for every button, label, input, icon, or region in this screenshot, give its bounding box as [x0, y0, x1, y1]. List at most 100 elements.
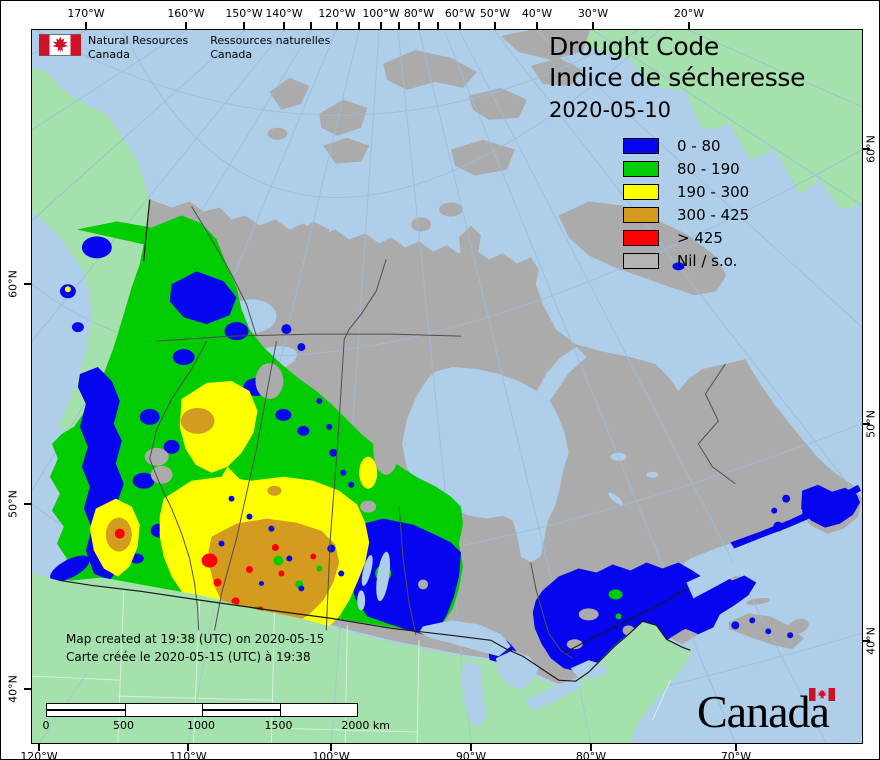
canada-wordmark: Canada — [697, 686, 835, 737]
longitude-tick — [398, 22, 400, 29]
legend-swatch-1 — [623, 160, 659, 177]
legend-swatch-5 — [623, 252, 659, 269]
longitude-label: 160°W — [167, 7, 205, 20]
legend-item-label: > 425 — [677, 228, 723, 247]
longitude-tick — [243, 22, 245, 29]
legend: 0 - 80 80 - 190 190 - 300 300 - 425 > 425 Nil… — [623, 134, 749, 272]
channel — [536, 347, 587, 401]
map-title: Drought Code Indice de sécheresse 2020-0… — [549, 31, 806, 122]
longitude-tick — [185, 22, 187, 29]
longitude-tick — [418, 22, 420, 29]
longitude-label: 60°W — [444, 7, 476, 20]
latitude-tick — [24, 283, 31, 285]
legend-item: > 425 — [623, 226, 749, 249]
longitude-label: 20°W — [673, 7, 705, 20]
latitude-label: 50°N — [864, 410, 878, 438]
legend-swatch-4 — [623, 229, 659, 246]
lake-erie — [525, 678, 583, 711]
longitude-tick — [437, 22, 439, 29]
longitude-tick — [494, 22, 496, 29]
created-fr: Carte créée le 2020-05-15 (UTC) à 19:38 — [66, 650, 311, 664]
latitude-label: 40°N — [6, 675, 20, 703]
scale-tick-label: 1500 — [264, 719, 293, 732]
lake-michigan — [460, 660, 486, 729]
nrcan-name-fr: Ressources naturelles Canada — [210, 34, 331, 61]
lake-ontario — [570, 660, 609, 679]
longitude-tick — [330, 744, 332, 751]
longitude-tick — [536, 22, 538, 29]
longitude-label: 120°W — [20, 750, 58, 760]
longitude-tick — [592, 22, 594, 29]
legend-swatch-0 — [623, 137, 659, 154]
title-en: Drought Code — [549, 32, 719, 61]
title-fr: Indice de sécheresse — [549, 63, 806, 92]
longitude-tick — [358, 22, 360, 29]
drought-west — [49, 215, 463, 637]
scale-segment — [202, 704, 280, 716]
longitude-label: 170°W — [67, 7, 105, 20]
longitude-tick — [688, 22, 690, 29]
scale-tick-label: 1000 — [187, 719, 215, 732]
latitude-tick — [863, 640, 870, 642]
longitude-tick — [336, 22, 338, 29]
legend-item: 0 - 80 — [623, 134, 749, 157]
province-borders — [149, 206, 736, 659]
latitude-tick — [863, 148, 870, 150]
creation-notes: Map created at 19:38 (UTC) on 2020-05-15… — [66, 630, 324, 666]
wordmark-text: Canada — [697, 686, 830, 737]
title-date: 2020-05-10 — [549, 98, 672, 122]
longitude-label: 90°W — [455, 750, 487, 760]
nrcan-logo: Natural Resources Canada Ressources natur… — [39, 34, 352, 62]
scale-segment — [125, 704, 202, 716]
created-en: Map created at 19:38 (UTC) on 2020-05-15 — [66, 632, 325, 646]
longitude-tick — [310, 22, 312, 29]
scale-bar: 0 500 1000 1500 2000 km — [43, 703, 390, 735]
legend-item-label: Nil / s.o. — [677, 251, 738, 270]
longitude-label: 100°W — [312, 750, 350, 760]
longitude-tick — [283, 22, 285, 29]
longitude-label: 100°W — [362, 7, 400, 20]
longitude-label: 140°W — [265, 7, 303, 20]
longitude-label: 40°W — [521, 7, 553, 20]
hudson-bay — [402, 367, 569, 563]
legend-item: 80 - 190 — [623, 157, 749, 180]
longitude-tick — [38, 744, 40, 751]
wordmark-flag-icon — [808, 688, 835, 701]
canada-flag-icon — [39, 34, 81, 56]
legend-item: 300 - 425 — [623, 203, 749, 226]
legend-item: 190 - 300 — [623, 180, 749, 203]
legend-item-label: 80 - 190 — [677, 159, 740, 178]
longitude-label: 120°W — [318, 7, 356, 20]
longitude-tick — [85, 22, 87, 29]
latitude-label: 60°N — [6, 270, 20, 298]
scale-segment — [280, 704, 357, 716]
longitude-tick — [735, 744, 737, 751]
nrcan-name-en: Natural Resources Canada — [88, 34, 189, 61]
latitude-tick — [24, 503, 31, 505]
latitude-label: 40°N — [864, 627, 878, 655]
latitude-tick — [24, 688, 31, 690]
longitude-tick — [470, 744, 472, 751]
longitude-label: 80°W — [575, 750, 607, 760]
longitude-tick — [187, 744, 189, 751]
international-borders — [59, 199, 691, 682]
canada-drought-map — [32, 30, 862, 743]
legend-item-label: 0 - 80 — [677, 136, 721, 155]
lake-superior — [419, 620, 511, 657]
legend-item-label: 190 - 300 — [677, 182, 750, 201]
scale-bar-graphic — [46, 703, 358, 717]
legend-swatch-2 — [623, 183, 659, 200]
longitude-tick — [590, 744, 592, 751]
longitude-label: 80°W — [403, 7, 435, 20]
legend-item: Nil / s.o. — [623, 249, 749, 272]
longitude-label: 110°W — [169, 750, 207, 760]
scale-end-label: 2000 km — [341, 719, 391, 732]
longitude-label: 150°W — [225, 7, 263, 20]
longitude-label: 70°W — [720, 750, 752, 760]
great-lakes — [419, 620, 609, 729]
latitude-label: 60°N — [864, 135, 878, 163]
longitude-tick — [459, 22, 461, 29]
map-frame — [31, 29, 863, 744]
scale-tick-label: 500 — [113, 719, 134, 732]
